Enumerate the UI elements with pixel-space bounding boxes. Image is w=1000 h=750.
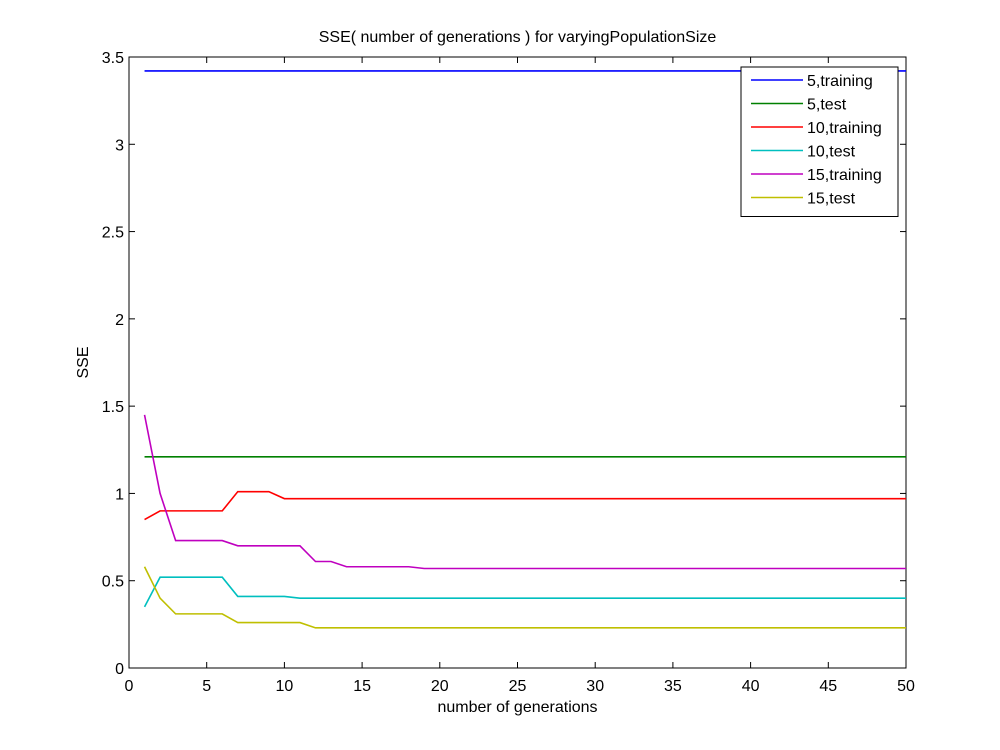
y-tick-label: 3.5 xyxy=(102,50,124,67)
y-tick-label: 3 xyxy=(115,137,124,154)
y-tick-label: 0 xyxy=(115,661,124,678)
series-line-4 xyxy=(143,414,906,570)
x-tick-label: 0 xyxy=(125,678,134,695)
chart-title: SSE( number of generations ) for varying… xyxy=(319,29,717,46)
legend: 5,training 5,test 10,training 10,test 15,tr… xyxy=(740,66,899,217)
y-tick-label: 2 xyxy=(115,312,124,329)
y-tick-label: 1 xyxy=(115,486,124,503)
x-tick-label: 45 xyxy=(819,678,837,695)
x-tick-label: 20 xyxy=(431,678,449,695)
series-line-2 xyxy=(144,490,906,521)
series-line-3 xyxy=(143,576,906,608)
legend-label: 5,test xyxy=(807,97,847,114)
x-tick-label: 50 xyxy=(897,678,915,695)
legend-label: 5,training xyxy=(807,73,873,90)
x-tick-label: 15 xyxy=(353,678,371,695)
x-tick-label: 5 xyxy=(202,678,211,695)
series-lines xyxy=(143,70,906,629)
y-tick-label: 1.5 xyxy=(102,399,124,416)
legend-label: 15,test xyxy=(807,191,856,208)
legend-label: 10,training xyxy=(807,120,882,137)
x-tick-label: 35 xyxy=(664,678,682,695)
x-tick-label: 25 xyxy=(509,678,527,695)
x-axis-label: number of generations xyxy=(437,699,597,716)
x-tick-label: 10 xyxy=(276,678,294,695)
legend-box xyxy=(740,66,899,217)
y-tick-label: 0.5 xyxy=(102,574,124,591)
x-tick-label: 30 xyxy=(586,678,604,695)
y-axis-label: SSE xyxy=(75,346,92,378)
x-tick-label: 40 xyxy=(742,678,760,695)
legend-label: 15,training xyxy=(807,167,882,184)
y-tick-label: 2.5 xyxy=(102,225,124,242)
legend-label: 10,test xyxy=(807,144,856,161)
axis-ticks: 0 5 10 15 20 25 30 35 40 45 50 0 0.5 1 1.5 2 2.5 3 3.5 xyxy=(102,50,915,695)
series-line-5 xyxy=(143,566,906,629)
